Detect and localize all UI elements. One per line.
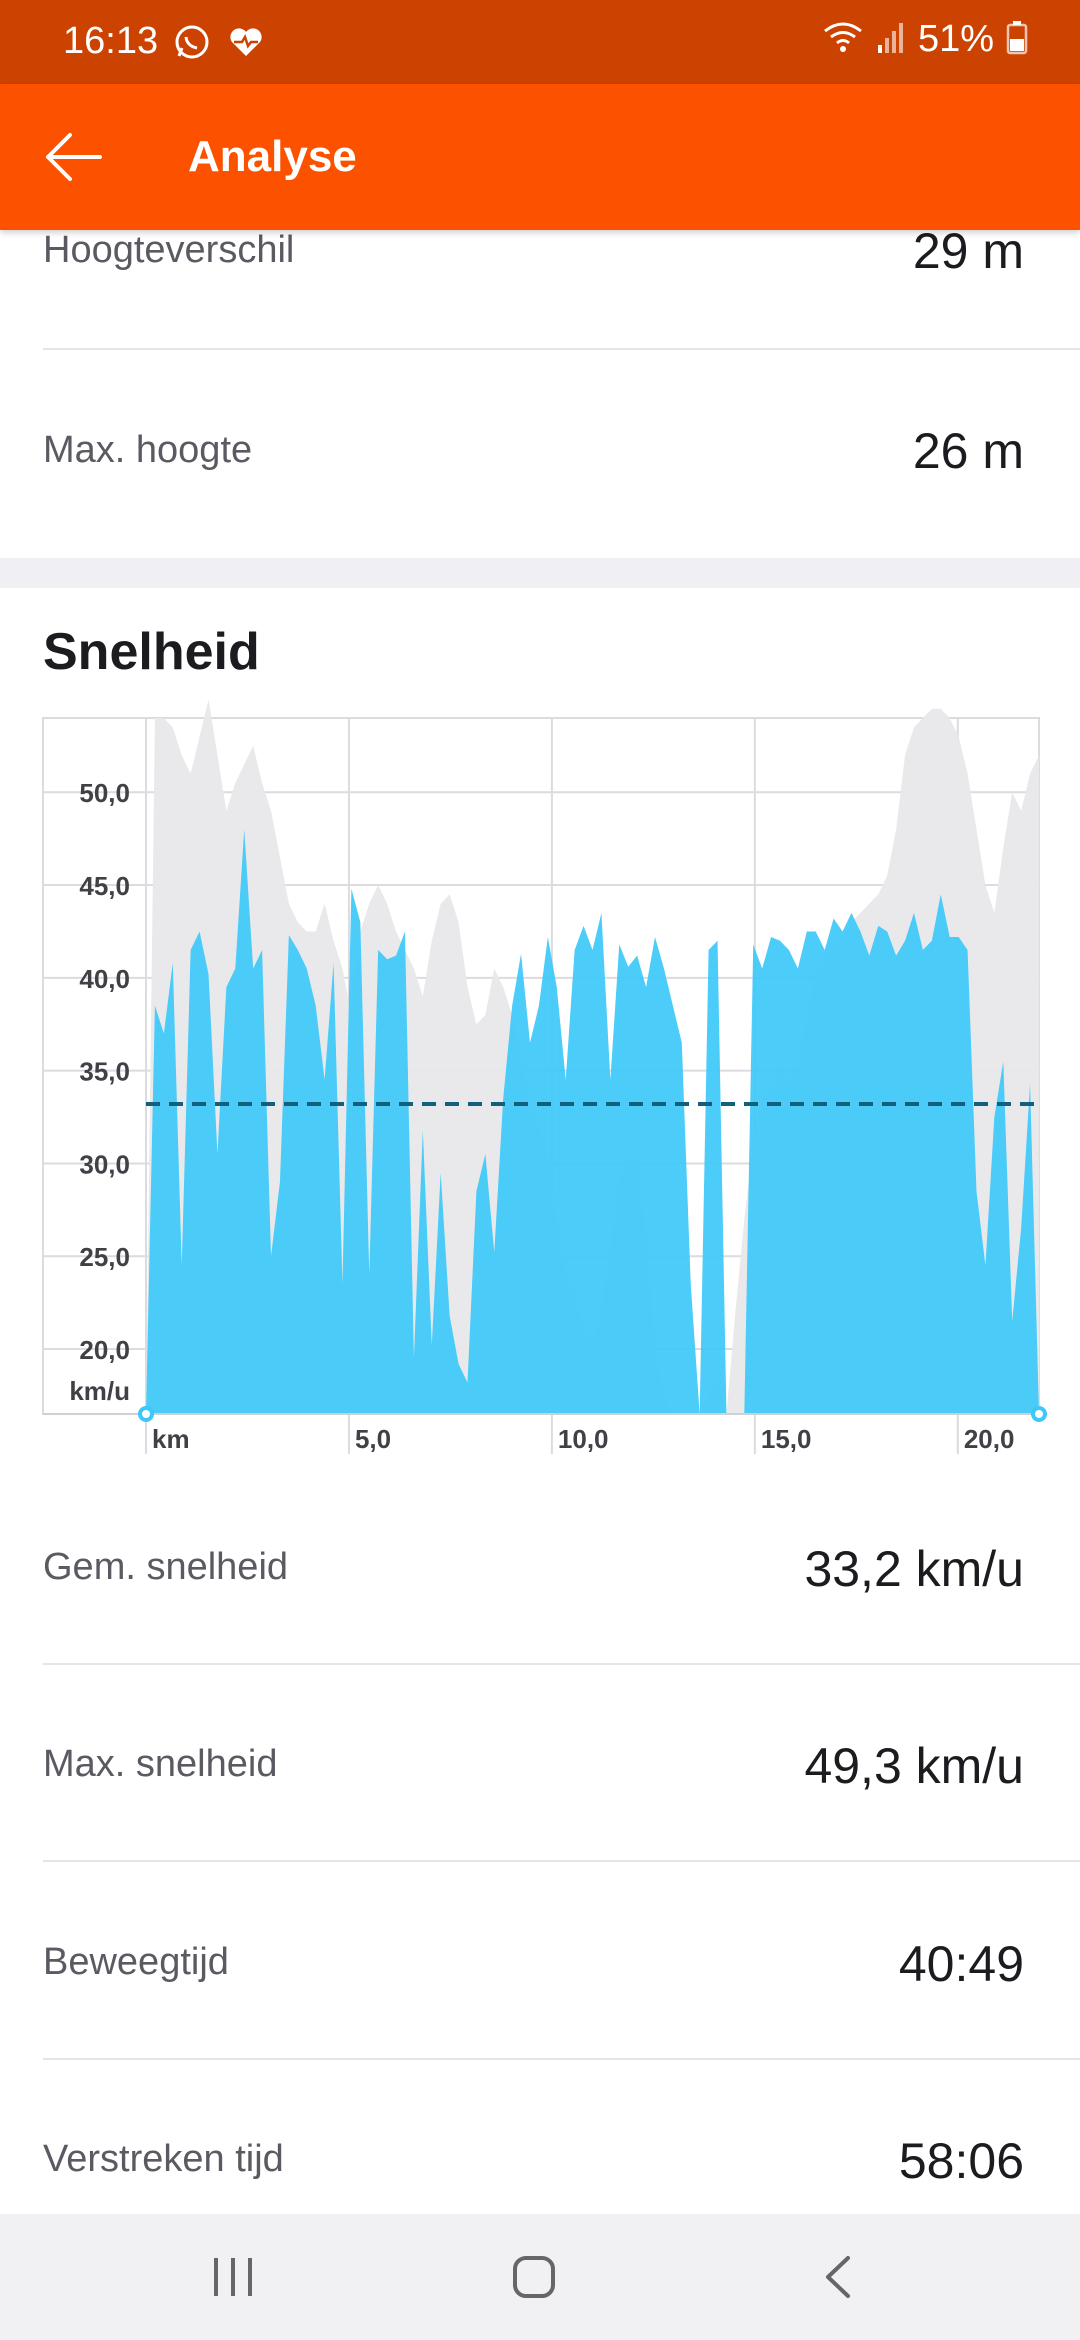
back-button[interactable]	[40, 124, 106, 190]
page-title: Analyse	[188, 132, 357, 181]
stat-label: Gem. snelheid	[43, 1546, 289, 1588]
app-bar: Analyse	[0, 84, 1080, 230]
y-tick-label: 20,0	[79, 1335, 130, 1365]
heart-monitor-icon	[226, 22, 266, 67]
y-tick-label: 35,0	[79, 1057, 130, 1087]
home-icon[interactable]	[510, 2252, 560, 2307]
wifi-icon	[822, 19, 864, 60]
signal-icon	[876, 19, 906, 60]
speed-area	[146, 829, 1039, 1414]
y-tick-label: 30,0	[79, 1149, 130, 1179]
stat-label: Max. snelheid	[43, 1743, 278, 1785]
stat-value: 26 m	[912, 423, 1024, 479]
section-separator	[0, 558, 1080, 588]
stat-value: 49,3 km/u	[804, 1738, 1024, 1794]
range-handle-start[interactable]	[138, 1406, 154, 1422]
stat-label: Beweegtijd	[43, 1941, 229, 1983]
y-tick-label: 45,0	[79, 871, 130, 901]
battery-percentage: 51%	[917, 18, 994, 60]
stat-value: 33,2 km/u	[804, 1541, 1024, 1597]
battery-icon	[1006, 19, 1028, 60]
stat-value: 29 m	[912, 223, 1024, 279]
x-tick-label: 5,0	[355, 1424, 391, 1454]
divider	[43, 2058, 1080, 2060]
range-handle-end[interactable]	[1031, 1406, 1047, 1422]
whatsapp-icon	[172, 22, 212, 67]
divider	[43, 1860, 1080, 1862]
arrow-left-icon	[46, 133, 102, 181]
back-icon[interactable]	[818, 2252, 858, 2307]
y-axis-unit-label: km/u	[69, 1376, 130, 1406]
system-nav-bar	[0, 2214, 1080, 2340]
x-tick-label: 15,0	[761, 1424, 812, 1454]
speed-chart[interactable]: 50,0 45,0 40,0 35,0 30,0 25,0 20,0 km 5,0 10,0 15,…	[0, 699, 1080, 1480]
y-tick-label: 40,0	[79, 964, 130, 994]
divider	[43, 348, 1080, 350]
y-tick-label: 25,0	[79, 1242, 130, 1272]
recents-icon[interactable]	[210, 2252, 256, 2307]
x-tick-label: 20,0	[964, 1424, 1015, 1454]
status-time: 16:13	[63, 20, 159, 62]
x-tick-label: km	[152, 1424, 190, 1454]
x-tick-label: 10,0	[558, 1424, 609, 1454]
speed-section-title: Snelheid	[43, 623, 260, 681]
stat-value: 58:06	[898, 2133, 1024, 2189]
stat-label: Verstreken tijd	[43, 2138, 284, 2180]
stat-label: Hoogteverschil	[43, 229, 295, 271]
stat-value: 40:49	[898, 1936, 1024, 1992]
divider	[43, 1663, 1080, 1665]
y-tick-label: 50,0	[79, 778, 130, 808]
stat-label: Max. hoogte	[43, 429, 253, 471]
status-bar: 16:13 51%	[0, 0, 1080, 84]
